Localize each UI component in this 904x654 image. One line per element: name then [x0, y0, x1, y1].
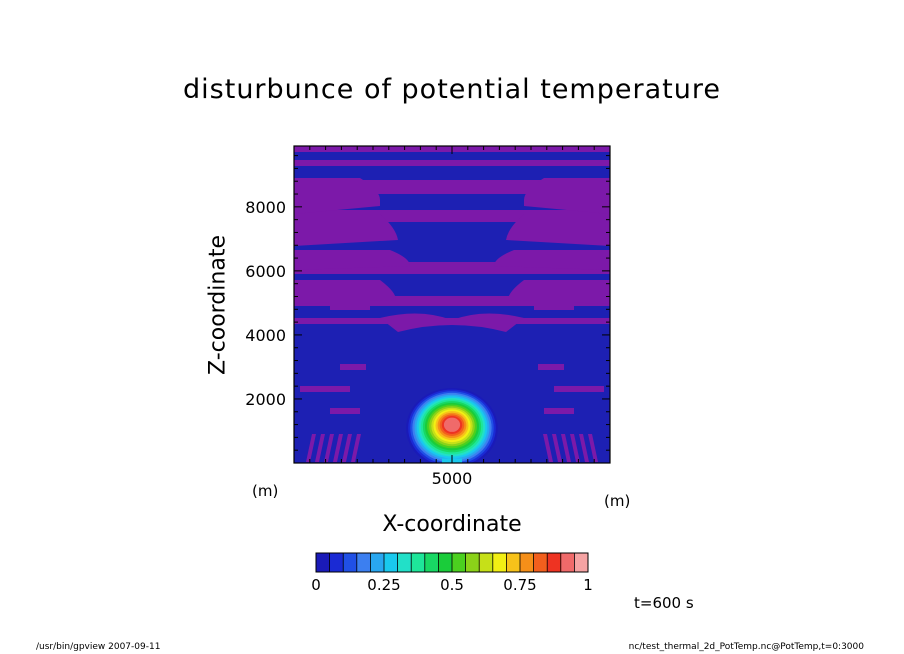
side-streak: [300, 386, 350, 392]
y-axis-label: Z-coordinate: [205, 235, 231, 375]
thermal-bubble: [406, 387, 498, 463]
y-tick-label: 4000: [245, 326, 286, 345]
purple-band: [294, 296, 610, 306]
colorbar-cell: [370, 553, 385, 572]
side-streak: [538, 364, 564, 370]
colorbar-cell: [343, 553, 358, 572]
purple-lobe: [380, 313, 524, 332]
colorbar-cell: [438, 553, 453, 572]
stripe-mark: [552, 434, 562, 462]
colorbar-cell: [384, 553, 399, 572]
colorbar-cell: [506, 553, 521, 572]
side-streak: [330, 408, 360, 414]
stripe-mark: [315, 434, 325, 462]
colorbar-cell: [452, 553, 467, 572]
stripe-mark: [324, 434, 334, 462]
colorbar-cell: [574, 553, 589, 572]
stripe-mark: [561, 434, 571, 462]
x-axis-label: X-coordinate: [382, 512, 522, 537]
colorbar-cell: [492, 553, 507, 572]
purple-band: [294, 160, 610, 166]
colorbar-tick-label: 0.75: [503, 576, 536, 594]
y-unit-label: (m): [252, 482, 279, 500]
colorbar-cell: [547, 553, 562, 572]
x-tick-label: 5000: [432, 469, 473, 488]
stripe-mark: [579, 434, 589, 462]
colorbar-cell: [560, 553, 575, 572]
footer-program: /usr/bin/gpview 2007-09-11: [36, 642, 161, 652]
y-tick-label: 2000: [245, 390, 286, 409]
purple-lobe: [294, 178, 380, 214]
purple-lobe: [508, 280, 610, 304]
stripe-mark: [306, 434, 316, 462]
purple-lobe: [294, 214, 398, 246]
side-streak: [340, 364, 366, 370]
colorbar-cell: [465, 553, 480, 572]
stripe-mark: [333, 434, 343, 462]
colorbar-cell: [411, 553, 426, 572]
purple-lobe: [524, 178, 610, 214]
colorbar-cell: [329, 553, 344, 572]
colorbar-cell: [316, 553, 331, 572]
contour-level: [443, 417, 461, 432]
purple-lobe: [294, 280, 396, 304]
colorbar-cell: [424, 553, 439, 572]
colorbar-tick-label: 1: [583, 576, 593, 594]
chart-title: disturbunce of potential temperature: [183, 74, 721, 105]
stripe-mark: [570, 434, 580, 462]
stripe-mark: [588, 434, 598, 462]
stripe-mark: [351, 434, 361, 462]
y-axis: 2000 4000 6000 8000: [245, 155, 610, 464]
purple-lobe: [330, 300, 370, 310]
y-tick-label: 6000: [245, 262, 286, 281]
purple-lobe: [534, 300, 574, 310]
colorbar-cell: [356, 553, 371, 572]
stripe-mark: [543, 434, 553, 462]
colorbar-tick-label: 0: [311, 576, 321, 594]
stripe-mark: [342, 434, 352, 462]
contour-field: [294, 146, 610, 463]
colorbar-cell: [479, 553, 494, 572]
colorbar-tick-label: 0.25: [367, 576, 400, 594]
footer-source: nc/test_thermal_2d_PotTemp.nc@PotTemp,t=…: [628, 642, 864, 652]
purple-lobe: [294, 250, 410, 270]
colorbar-cell: [397, 553, 412, 572]
purple-lobe: [506, 214, 610, 246]
time-annotation: t=600 s: [634, 594, 694, 612]
side-streak: [554, 386, 604, 392]
colorbar-cell: [520, 553, 535, 572]
side-streak: [544, 408, 574, 414]
colorbar-tick-label: 0.5: [440, 576, 464, 594]
y-tick-label: 8000: [245, 198, 286, 217]
purple-lobe: [494, 250, 610, 270]
colorbar: 0 0.25 0.5 0.75 1: [311, 552, 593, 594]
colorbar-cell: [533, 553, 548, 572]
x-axis: 5000: [293, 146, 611, 488]
x-unit-label: (m): [604, 492, 631, 510]
